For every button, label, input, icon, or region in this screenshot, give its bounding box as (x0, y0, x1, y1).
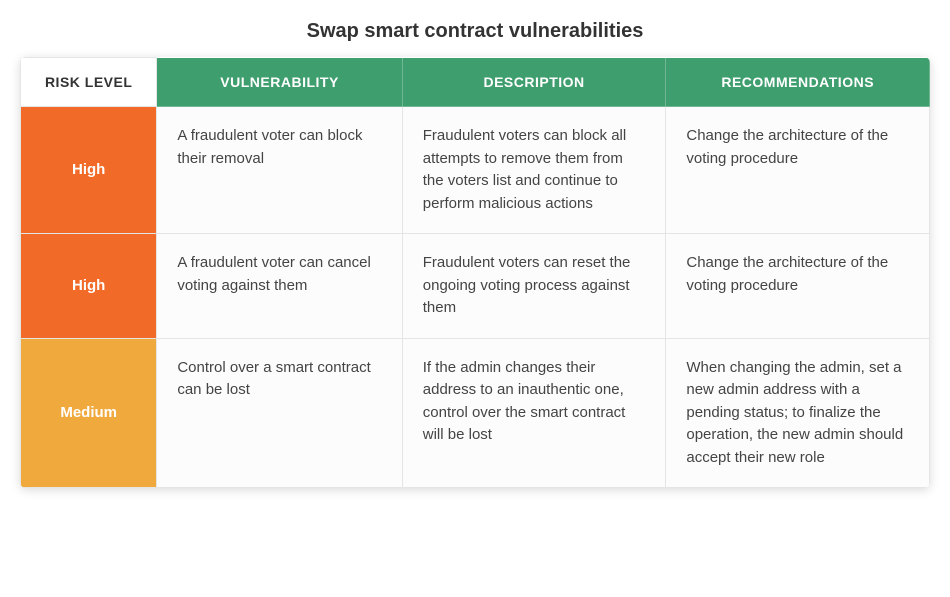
vulnerability-cell: A fraudulent voter can cancel voting aga… (157, 234, 402, 339)
recommendations-cell: Change the architecture of the voting pr… (666, 107, 930, 234)
risk-level-cell: High (21, 107, 157, 234)
table-body: High A fraudulent voter can block their … (21, 107, 930, 488)
header-vulnerability: VULNERABILITY (157, 58, 402, 107)
header-recommendations: RECOMMENDATIONS (666, 58, 930, 107)
table-row: Medium Control over a smart contract can… (21, 338, 930, 488)
vulnerability-table-container: Swap smart contract vulnerabilities RISK… (20, 20, 930, 488)
header-risk-level: RISK LEVEL (21, 58, 157, 107)
table-title: Swap smart contract vulnerabilities (20, 20, 930, 43)
risk-level-cell: Medium (21, 338, 157, 488)
table-row: High A fraudulent voter can cancel votin… (21, 234, 930, 339)
description-cell: Fraudulent voters can reset the ongoing … (402, 234, 666, 339)
description-cell: Fraudulent voters can block all attempts… (402, 107, 666, 234)
vulnerability-table: RISK LEVEL VULNERABILITY DESCRIPTION REC… (20, 57, 930, 488)
vulnerability-cell: A fraudulent voter can block their remov… (157, 107, 402, 234)
table-row: High A fraudulent voter can block their … (21, 107, 930, 234)
table-header: RISK LEVEL VULNERABILITY DESCRIPTION REC… (21, 58, 930, 107)
recommendations-cell: When changing the admin, set a new admin… (666, 338, 930, 488)
recommendations-cell: Change the architecture of the voting pr… (666, 234, 930, 339)
risk-level-cell: High (21, 234, 157, 339)
header-description: DESCRIPTION (402, 58, 666, 107)
description-cell: If the admin changes their address to an… (402, 338, 666, 488)
vulnerability-cell: Control over a smart contract can be los… (157, 338, 402, 488)
